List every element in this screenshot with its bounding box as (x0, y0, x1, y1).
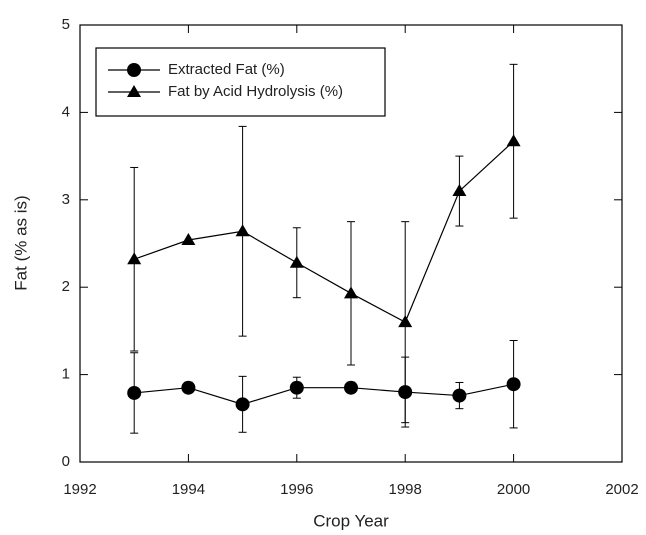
marker (344, 286, 358, 299)
legend-label: Extracted Fat (%) (168, 61, 285, 78)
legend-label: Fat by Acid Hydrolysis (%) (168, 83, 343, 100)
x-tick-label: 2000 (497, 481, 530, 498)
y-tick-label: 0 (62, 453, 70, 470)
y-tick-label: 5 (62, 16, 70, 33)
marker (452, 388, 467, 403)
marker (127, 385, 142, 400)
series-line (134, 383, 514, 405)
marker (506, 134, 521, 147)
marker (235, 224, 250, 237)
marker (181, 380, 196, 395)
marker (344, 380, 358, 395)
x-tick-label: 1994 (172, 481, 205, 498)
x-tick-label: 1992 (63, 481, 96, 498)
x-axis-title: Crop Year (313, 511, 389, 530)
y-tick-label: 4 (62, 103, 70, 120)
marker (127, 252, 142, 265)
marker (181, 233, 196, 246)
y-tick-label: 2 (62, 278, 70, 295)
plot-frame (79, 24, 623, 463)
marker (289, 255, 304, 268)
marker (235, 397, 250, 412)
y-tick-label: 1 (62, 366, 70, 383)
y-axis-title: Fat (% as is) (11, 195, 30, 290)
marker (289, 380, 304, 395)
x-tick-label: 2002 (605, 481, 638, 498)
marker (452, 184, 467, 197)
marker (398, 315, 413, 328)
legend-box (95, 47, 386, 117)
legend-marker (127, 85, 141, 97)
x-tick-label: 1998 (389, 481, 422, 498)
series-line (133, 140, 515, 324)
x-tick-label: 1996 (280, 481, 313, 498)
marker (506, 377, 521, 392)
legend-marker (127, 63, 141, 77)
y-tick-label: 3 (62, 191, 70, 208)
